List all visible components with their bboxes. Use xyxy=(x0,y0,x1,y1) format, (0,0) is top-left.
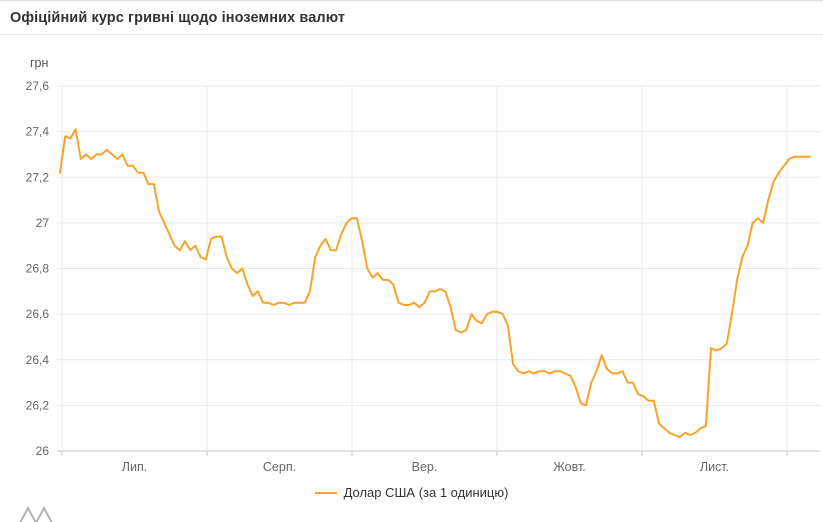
svg-text:26,2: 26,2 xyxy=(26,398,50,412)
svg-text:Лип.: Лип. xyxy=(122,460,147,474)
svg-text:27,2: 27,2 xyxy=(26,170,50,184)
svg-text:27: 27 xyxy=(36,216,50,230)
legend-line-swatch xyxy=(314,491,337,494)
svg-text:26,8: 26,8 xyxy=(26,262,50,276)
exchange-rate-line-chart: 26 26,2 26,4 26,6 26,8 27 27,2 27,4 27,6 Лип. Серп… xyxy=(26,79,820,474)
legend-label: Долар США (за 1 одиницю) xyxy=(343,485,509,500)
svg-text:Вер.: Вер. xyxy=(412,460,438,474)
y-axis-unit-label: грн xyxy=(30,56,49,70)
chart-legend[interactable]: Долар США (за 1 одиницю) xyxy=(0,485,823,500)
svg-text:26: 26 xyxy=(36,444,50,458)
svg-text:Серп.: Серп. xyxy=(263,460,296,474)
svg-text:26,4: 26,4 xyxy=(26,353,50,367)
chart-header: Офіційний курс гривні щодо іноземних вал… xyxy=(0,1,823,35)
svg-text:Жовт.: Жовт. xyxy=(553,460,586,474)
chart-title: Офіційний курс гривні щодо іноземних вал… xyxy=(10,10,346,26)
svg-text:27,4: 27,4 xyxy=(26,125,50,139)
svg-text:26,6: 26,6 xyxy=(26,307,50,321)
svg-text:27,6: 27,6 xyxy=(26,79,50,93)
svg-text:Лист.: Лист. xyxy=(700,460,729,474)
watermark-logo xyxy=(20,505,53,522)
